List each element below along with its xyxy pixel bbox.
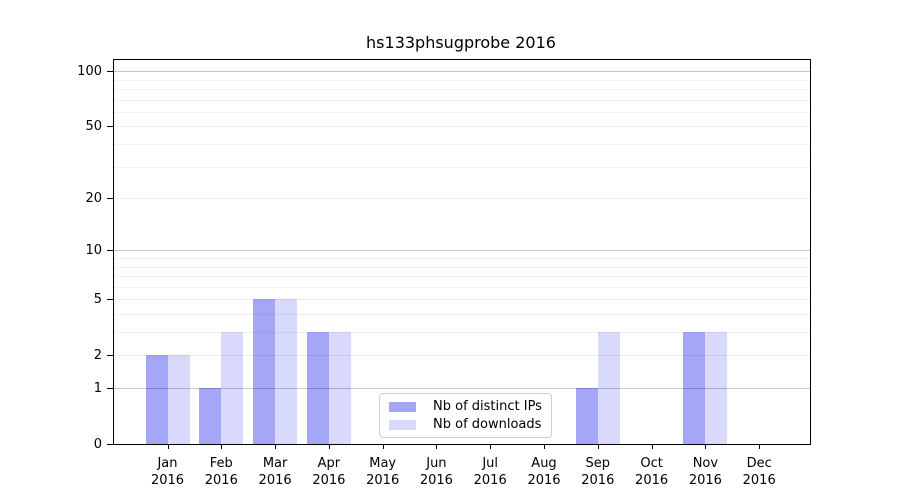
y-tick-0 — [107, 444, 113, 445]
gridline-7 — [114, 276, 810, 277]
x-tick-label-feb-2016: Feb 2016 — [204, 456, 238, 488]
gridline-80 — [114, 89, 810, 90]
gridline-6 — [114, 286, 810, 288]
gridline-100 — [114, 71, 810, 73]
y-tick-5 — [107, 299, 113, 301]
bar-nb-of-distinct-ips-apr-2016 — [306, 332, 329, 444]
gridline-3 — [114, 332, 810, 333]
legend-label-distinct-ips: Nb of distinct IPs — [433, 399, 542, 414]
legend: Nb of distinct IPs Nb of downloads — [379, 393, 552, 438]
gridline-8 — [114, 266, 810, 268]
legend-swatch-distinct-ips — [389, 401, 416, 412]
plot-area: Nb of distinct IPs Nb of downloads 0 1 2 5 1… — [77, 59, 811, 488]
y-tick-label-50: 50 — [85, 119, 102, 135]
x-tick-label-jul-2016: Jul 2016 — [473, 456, 507, 488]
bar-nb-of-downloads-sep-2016 — [597, 332, 620, 444]
bar-nb-of-distinct-ips-nov-2016 — [683, 332, 706, 444]
x-tick-label-aug-2016: Aug 2016 — [527, 456, 561, 488]
x-tick-label-jun-2016: Jun 2016 — [419, 456, 453, 488]
y-tick-label-1: 1 — [93, 381, 102, 396]
y-tick-1 — [107, 388, 113, 389]
y-tick-2 — [107, 355, 113, 357]
bar-nb-of-distinct-ips-sep-2016 — [575, 388, 598, 444]
legend-swatch-downloads — [389, 419, 416, 430]
gridline-90 — [114, 79, 810, 81]
x-tick-jun-2016 — [436, 444, 438, 449]
x-tick-dec-2016 — [759, 444, 761, 449]
bar-nb-of-distinct-ips-jan-2016 — [145, 355, 168, 444]
gridline-10 — [114, 250, 810, 252]
bar-nb-of-downloads-nov-2016 — [705, 332, 728, 444]
gridline-60 — [114, 111, 810, 113]
x-tick-sep-2016 — [597, 444, 599, 449]
gridline-5 — [114, 299, 810, 301]
legend-item-distinct-ips: Nb of distinct IPs — [389, 399, 542, 414]
x-tick-label-may-2016: May 2016 — [366, 456, 400, 488]
x-tick-oct-2016 — [651, 444, 653, 449]
x-tick-apr-2016 — [328, 444, 330, 449]
bar-nb-of-distinct-ips-feb-2016 — [199, 388, 222, 444]
x-tick-label-apr-2016: Apr 2016 — [312, 456, 346, 488]
bar-nb-of-downloads-feb-2016 — [221, 332, 244, 444]
gridline-30 — [114, 166, 810, 168]
chart-title: hs133phsugprobe 2016 — [366, 33, 556, 52]
gridline-1 — [114, 388, 810, 389]
y-tick-20 — [107, 198, 113, 200]
bar-nb-of-downloads-jan-2016 — [167, 355, 190, 444]
y-tick-10 — [107, 250, 113, 252]
x-tick-label-dec-2016: Dec 2016 — [742, 456, 776, 488]
x-tick-label-oct-2016: Oct 2016 — [635, 456, 669, 488]
bar-nb-of-distinct-ips-mar-2016 — [253, 299, 276, 444]
y-tick-label-10: 10 — [85, 243, 102, 259]
x-tick-may-2016 — [382, 444, 384, 449]
y-tick-label-100: 100 — [77, 64, 102, 80]
x-tick-jan-2016 — [167, 444, 169, 449]
legend-label-downloads: Nb of downloads — [433, 417, 542, 432]
y-tick-50 — [107, 126, 113, 128]
x-tick-label-jan-2016: Jan 2016 — [150, 456, 185, 488]
y-tick-100 — [107, 71, 113, 73]
y-tick-label-2: 2 — [93, 348, 102, 364]
gridline-70 — [114, 99, 810, 101]
bar-nb-of-downloads-apr-2016 — [328, 332, 351, 444]
gridline-20 — [114, 198, 810, 200]
x-tick-label-sep-2016: Sep 2016 — [581, 456, 615, 488]
y-tick-label-5: 5 — [93, 292, 102, 308]
x-tick-feb-2016 — [221, 444, 223, 449]
gridline-9 — [114, 258, 810, 259]
x-tick-label-nov-2016: Nov 2016 — [688, 456, 722, 488]
x-tick-aug-2016 — [544, 444, 545, 449]
y-tick-label-0: 0 — [93, 437, 102, 452]
x-tick-mar-2016 — [275, 444, 277, 449]
gridline-4 — [114, 314, 810, 315]
bar-nb-of-downloads-mar-2016 — [275, 299, 298, 444]
gridline-2 — [114, 355, 810, 357]
y-tick-label-20: 20 — [85, 191, 102, 207]
x-tick-nov-2016 — [705, 444, 707, 449]
x-tick-label-mar-2016: Mar 2016 — [258, 456, 292, 488]
gridline-40 — [114, 144, 810, 145]
gridline-50 — [114, 126, 810, 128]
legend-item-downloads: Nb of downloads — [389, 417, 542, 432]
x-tick-jul-2016 — [490, 444, 492, 449]
